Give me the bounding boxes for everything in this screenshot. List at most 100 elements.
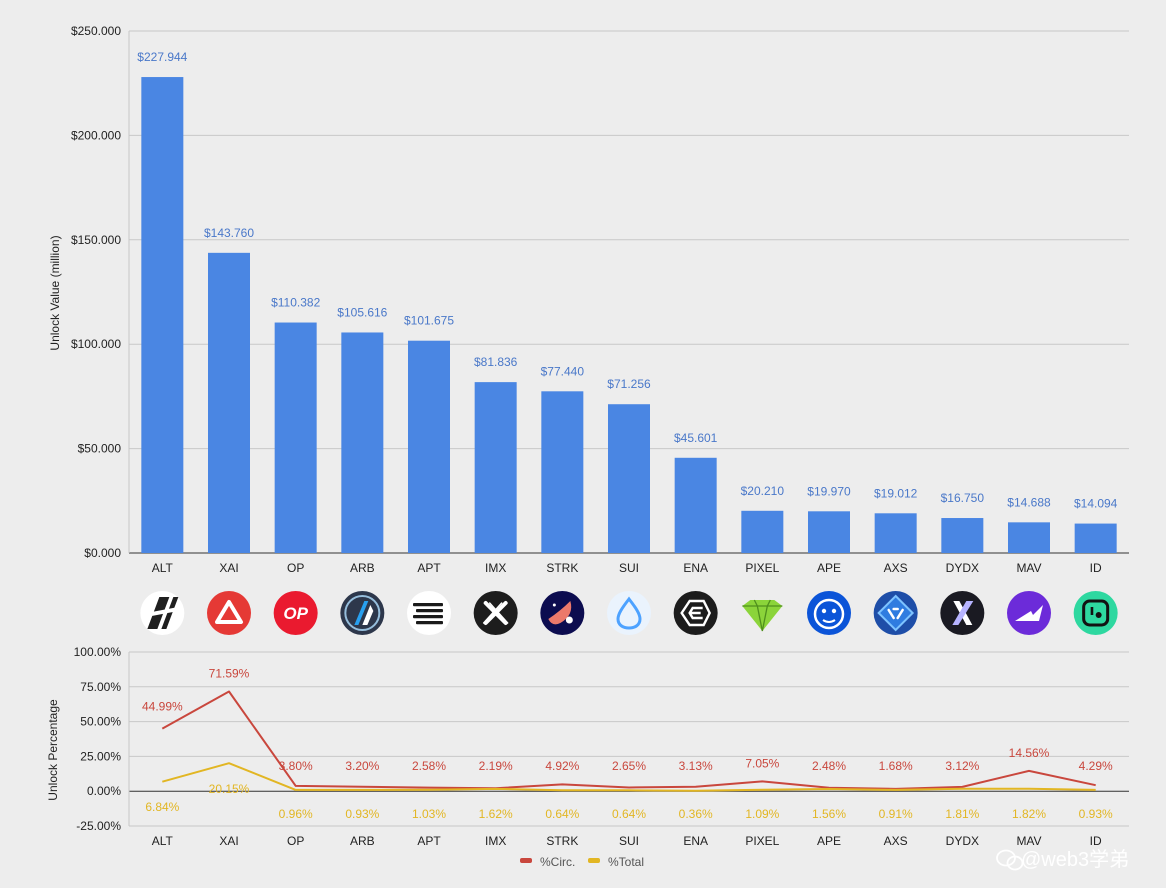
line-x-tick-label: SUI bbox=[619, 834, 639, 848]
line-x-tick-label: PIXEL bbox=[745, 834, 779, 848]
line-x-tick-label: OP bbox=[287, 834, 304, 848]
line-x-tick-label: MAV bbox=[1016, 834, 1041, 848]
logo-shape bbox=[680, 599, 712, 627]
series-line-circ bbox=[161, 690, 1096, 790]
logo-shape bbox=[831, 608, 837, 614]
line-y-axis-title: Unlock Percentage bbox=[46, 699, 60, 801]
bar-x-tick-label: APE bbox=[817, 561, 841, 575]
line-data-label: 4.92% bbox=[545, 759, 579, 773]
dydx-logo-icon bbox=[940, 591, 985, 635]
bar-x-tick-label: ALT bbox=[152, 561, 174, 575]
bar-data-label: $101.675 bbox=[404, 314, 454, 328]
line-x-tick-label: APT bbox=[417, 834, 441, 848]
logo-shape bbox=[821, 608, 827, 614]
line-y-tick-label: 50.00% bbox=[80, 715, 121, 729]
bar-data-label: $81.836 bbox=[474, 355, 518, 369]
bar-data-label: $227.944 bbox=[137, 50, 187, 64]
logo-shape bbox=[344, 595, 381, 631]
logo-shape bbox=[548, 601, 572, 625]
bar-axs bbox=[874, 513, 917, 553]
line-x-tick-label: ID bbox=[1090, 834, 1102, 848]
bar-data-label: $77.440 bbox=[541, 364, 585, 378]
logo-badge bbox=[207, 591, 251, 635]
line-data-label: 0.93% bbox=[1079, 807, 1113, 821]
bar-mav bbox=[1008, 522, 1050, 553]
line-data-label: 1.62% bbox=[479, 807, 513, 821]
altlayer-logo-icon bbox=[140, 591, 185, 635]
logo-shape bbox=[161, 597, 179, 629]
logo-shape bbox=[822, 619, 836, 623]
bar-dydx bbox=[941, 518, 984, 553]
line-y-tick-label: 0.00% bbox=[87, 784, 121, 798]
bar-x-tick-label: APT bbox=[417, 561, 441, 575]
bar-x-tick-label: STRK bbox=[546, 561, 578, 575]
bar-data-label: $16.750 bbox=[941, 491, 985, 505]
logo-shape bbox=[416, 609, 443, 613]
arbitrum-logo-icon bbox=[340, 591, 385, 635]
bar-y-tick-label: $150.000 bbox=[71, 233, 121, 247]
line-data-label: 1.82% bbox=[1012, 807, 1046, 821]
maverick-logo-icon bbox=[1007, 591, 1051, 635]
line-data-label: 14.56% bbox=[1009, 746, 1050, 760]
bar-strk bbox=[541, 391, 584, 553]
line-x-tick-label: STRK bbox=[546, 834, 578, 848]
wechat-bubble bbox=[996, 849, 1016, 867]
logo-shape bbox=[413, 615, 443, 619]
bar-apt bbox=[408, 340, 450, 553]
series-line-total bbox=[162, 762, 1096, 792]
line-y-tick-label: 75.00% bbox=[80, 680, 121, 694]
logo-shape bbox=[1095, 612, 1102, 618]
line-data-label: 0.96% bbox=[279, 807, 313, 821]
line-data-label: 2.19% bbox=[479, 759, 513, 773]
logo-shape bbox=[482, 602, 509, 624]
line-data-label: 4.29% bbox=[1079, 759, 1113, 773]
bar-data-label: $14.688 bbox=[1007, 495, 1051, 509]
aptos-logo-icon bbox=[407, 591, 451, 635]
bar-id bbox=[1074, 523, 1117, 553]
logo-shape bbox=[416, 621, 443, 625]
logo-shape bbox=[362, 605, 374, 625]
wechat-icon bbox=[996, 849, 1024, 871]
line-x-tick-label: ENA bbox=[683, 834, 708, 848]
logo-shape bbox=[565, 616, 573, 624]
bar-data-label: $105.616 bbox=[337, 305, 387, 319]
line-y-tick-label: 100.00% bbox=[74, 645, 122, 659]
space-id-logo-icon bbox=[1073, 591, 1118, 635]
line-data-label: 20.15% bbox=[209, 782, 250, 796]
line-x-tick-label: ALT bbox=[152, 834, 174, 848]
bar-data-label: $71.256 bbox=[607, 377, 651, 391]
logo-shape bbox=[742, 600, 783, 631]
ethena-logo-icon bbox=[673, 591, 718, 635]
line-data-label: 0.64% bbox=[612, 807, 646, 821]
line-y-tick-label: -25.00% bbox=[76, 819, 121, 833]
optimism-logo-icon: OP bbox=[273, 591, 318, 635]
logo-shape bbox=[146, 607, 179, 617]
bar-imx bbox=[474, 382, 517, 553]
legend-label: %Circ. bbox=[540, 855, 575, 869]
logo-shape bbox=[813, 598, 845, 630]
line-x-tick-label: DYDX bbox=[946, 834, 979, 848]
bar-data-label: $143.760 bbox=[204, 226, 254, 240]
logo-badge bbox=[407, 591, 451, 635]
line-data-label: 2.65% bbox=[612, 759, 646, 773]
line-data-label: 7.05% bbox=[745, 756, 779, 770]
logo-shape bbox=[952, 601, 974, 625]
line-data-label: 1.09% bbox=[745, 807, 779, 821]
logo-shape bbox=[688, 606, 703, 620]
bar-x-tick-label: AXS bbox=[884, 561, 908, 575]
sui-logo-icon bbox=[607, 591, 651, 635]
line-data-label: 71.59% bbox=[209, 667, 250, 681]
bar-x-tick-label: ARB bbox=[350, 561, 375, 575]
line-data-label: 0.64% bbox=[545, 807, 579, 821]
line-y-tick-label: 25.00% bbox=[80, 749, 121, 763]
immutable-logo-icon bbox=[473, 591, 518, 635]
line-data-label: 0.91% bbox=[879, 807, 913, 821]
line-data-label: 44.99% bbox=[142, 700, 183, 714]
logo-shape bbox=[742, 599, 783, 632]
line-x-tick-label: ARB bbox=[350, 834, 375, 848]
wechat-bubble bbox=[1006, 855, 1024, 871]
watermark: @web3学弟 bbox=[996, 848, 1129, 871]
logo-badge bbox=[1073, 591, 1118, 635]
